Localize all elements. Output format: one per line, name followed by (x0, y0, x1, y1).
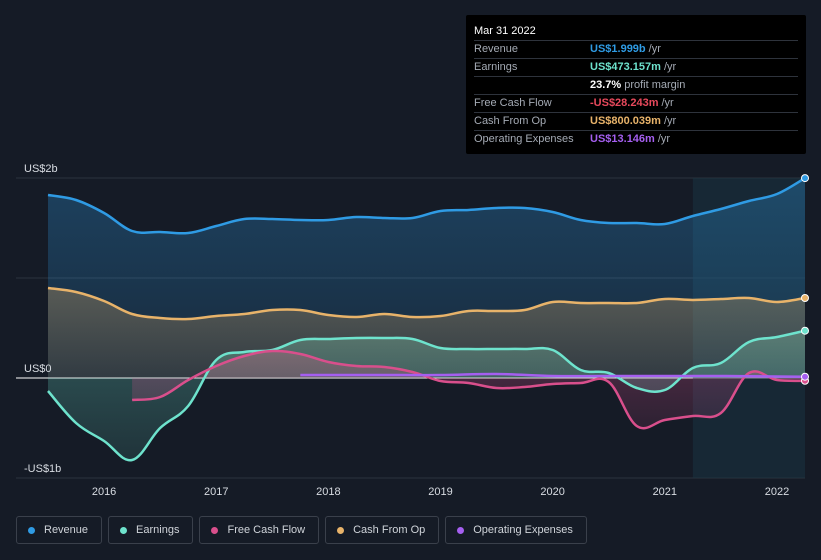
tooltip-row: 23.7% profit margin (474, 77, 798, 95)
legend-label: Operating Expenses (473, 524, 573, 536)
tooltip-row-value: US$1.999b (590, 43, 646, 55)
tooltip-row-unit: /yr (661, 97, 674, 109)
x-tick-label: 2017 (204, 486, 228, 498)
legend-item-revenue[interactable]: Revenue (16, 516, 103, 544)
x-tick-label: 2016 (92, 486, 116, 498)
legend-label: Earnings (136, 524, 180, 536)
series-line-layer (47, 177, 806, 462)
series-area-cash-from-op (48, 288, 805, 378)
legend-label: Revenue (44, 524, 89, 536)
tooltip-row-label: Operating Expenses (474, 133, 574, 145)
chart-area: US$2b US$0 -US$1b 2016 2017 2018 2019 2020 2021… (16, 163, 809, 498)
x-tick-label: 2022 (765, 486, 789, 498)
series-line-free-cash-flow (131, 349, 806, 430)
series-end-dot-earnings (801, 326, 809, 335)
series-end-dot-cash-from-op (801, 294, 809, 302)
tooltip-row-label (474, 77, 590, 94)
tooltip-date: Mar 31 2022 (474, 23, 798, 41)
series-end-dot-operating-expenses (801, 372, 809, 381)
tooltip-row-unit: /yr (657, 133, 671, 145)
tooltip-row-unit: /yr (663, 61, 677, 73)
tooltip-row-label: Earnings (474, 61, 518, 73)
tooltip-row-value: -US$28.243m (590, 97, 659, 109)
x-tick-label: 2020 (540, 486, 564, 498)
legend-item-cash-from-op[interactable]: Cash From Op (325, 516, 440, 544)
tooltip-row-value: US$13.146m (590, 133, 655, 145)
series-line-operating-expenses (300, 372, 806, 378)
y-tick-labels: US$2b US$0 -US$1b (24, 163, 61, 475)
tooltip-row-unit: /yr (648, 43, 661, 55)
tooltip-row-value: US$473.157m (590, 61, 661, 73)
legend-label: Cash From Op (353, 524, 426, 536)
tooltip-rows: Revenue US$1.999b/yr Earnings US$473.157m/y… (474, 41, 798, 148)
legend-item-earnings[interactable]: Earnings (108, 516, 194, 544)
tooltip-row: Operating Expenses US$13.146m/yr (474, 131, 798, 148)
legend-dot-icon (28, 526, 35, 534)
legend-dot-icon (457, 526, 465, 534)
legend-dot-icon (120, 526, 128, 534)
series-end-dots (801, 174, 809, 385)
tooltip-row-label: Revenue (474, 43, 519, 55)
x-tick-label: 2019 (428, 486, 452, 498)
tooltip-row-unit: /yr (663, 115, 677, 127)
tooltip-row-label: Cash From Op (474, 115, 547, 127)
tooltip-row-unit: profit margin (624, 79, 686, 91)
data-tooltip: Mar 31 2022 Revenue US$1.999b/yr Earnings U… (466, 15, 806, 154)
legend: Revenue Earnings Free Cash Flow Cash From O… (16, 516, 587, 544)
x-tick-label: 2021 (653, 486, 677, 498)
legend-dot-icon (211, 526, 219, 534)
tooltip-row: Earnings US$473.157m/yr (474, 59, 798, 77)
legend-label: Free Cash Flow (227, 524, 306, 536)
tooltip-row-value: 23.7% (590, 79, 622, 91)
series-line-revenue (47, 177, 806, 235)
x-tick-label: 2018 (316, 486, 340, 498)
y-tick-label: -US$1b (24, 463, 61, 475)
tooltip-row-label: Free Cash Flow (474, 97, 552, 109)
y-tick-label: US$0 (24, 363, 52, 375)
y-tick-label: US$2b (24, 163, 58, 175)
series-fill-layer (48, 178, 806, 461)
legend-item-operating-expenses[interactable]: Operating Expenses (445, 516, 587, 544)
series-end-dot-revenue (801, 174, 809, 183)
series-line-earnings (47, 329, 806, 462)
legend-dot-icon (337, 526, 345, 534)
legend-item-free-cash-flow[interactable]: Free Cash Flow (199, 516, 320, 544)
series-line-cash-from-op (47, 286, 806, 321)
tooltip-row-value: US$800.039m (590, 115, 661, 127)
tooltip-row: Free Cash Flow -US$28.243m/yr (474, 95, 798, 113)
x-tick-labels: 2016 2017 2018 2019 2020 2021 2022 (92, 486, 789, 498)
tooltip-row: Revenue US$1.999b/yr (474, 41, 798, 59)
tooltip-row: Cash From Op US$800.039m/yr (474, 113, 798, 131)
